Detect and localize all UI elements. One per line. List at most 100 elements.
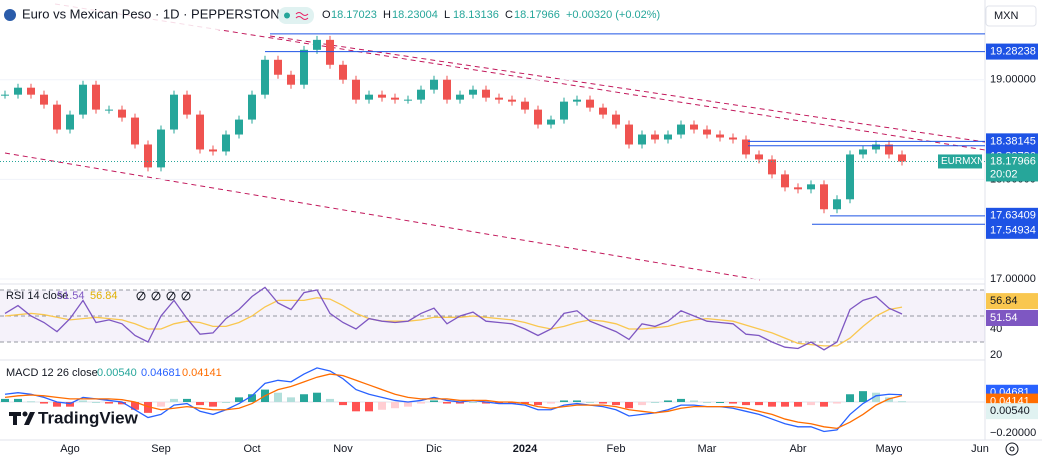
histogram-bar [456,402,464,404]
candle [742,139,750,155]
candle [118,109,126,118]
histogram-bar [170,398,178,403]
candle [40,94,48,105]
histogram-bar [300,394,308,403]
candle [482,89,490,98]
histogram-bar [14,398,22,403]
candle [794,187,802,190]
price-tag-label: 17.54934 [990,225,1036,237]
macd-line [4,367,903,433]
settings-icon[interactable] [1005,442,1019,456]
histogram-bar [391,402,399,409]
value-tag-label: 0.00540 [990,405,1030,417]
watermark: TradingView [38,408,139,427]
histogram-bar [599,402,607,404]
price-tag [986,133,1038,150]
candle [768,159,776,175]
histogram-bar [53,402,61,407]
value-tag [986,293,1038,310]
x-tick-label: Sep [151,443,171,455]
histogram-bar [443,402,451,404]
candle [53,104,61,130]
macd-signal-value: 0.04141 [182,367,222,379]
candle [898,154,906,162]
candle [404,99,412,101]
candle [781,174,789,188]
price-tag-label: 18.38145 [990,135,1036,147]
histogram-bar [248,394,256,403]
candle [846,154,854,200]
candle [144,144,152,168]
candle [430,79,438,90]
histogram-bar [222,402,230,404]
candle [326,39,334,65]
candle [157,129,165,168]
histogram-bar [1,398,9,403]
last-price-tag [986,153,1038,182]
histogram-bar [105,402,113,404]
histogram-bar [352,402,360,412]
histogram-bar [495,402,503,404]
candle [105,109,113,111]
value-tag-label: 51.54 [990,312,1018,324]
candle [573,99,581,102]
rsi-line [4,286,903,351]
x-tick-label: Nov [333,443,353,455]
ohlc-value: 18.17966 [514,9,560,21]
histogram-bar [118,402,126,405]
status-pill[interactable] [278,7,314,24]
histogram-bar [768,402,776,407]
symbol-tag [938,154,982,169]
rsi-value: 51.54 [57,290,85,302]
candle [560,101,568,120]
ohlc-legend: O 18.17023 H 18.23004 L 18.13136 C 18.17966 +0.0… [322,9,660,21]
histogram-bar [742,402,750,406]
value-tag [986,403,1038,420]
price-tag [986,207,1038,224]
x-tick-label: Mar [698,443,717,455]
histogram-bar [794,402,802,407]
histogram-bar [586,402,594,404]
change: +0.00320 (+0.02%) [566,9,660,21]
histogram-bar [625,402,633,409]
candle [287,74,295,85]
histogram-bar [508,402,516,404]
histogram-bar [196,402,204,406]
candle [443,79,451,100]
candle [1,94,9,96]
histogram-bar [131,402,139,410]
ohlc-key: L [444,9,450,21]
y-tick-label: −0.20000 [990,427,1036,439]
histogram-bar [66,402,74,407]
candle [703,129,711,135]
last-price-label: 18.17966 [990,155,1036,167]
candle [820,184,828,210]
candle [417,89,425,100]
price-tag-label: 17.63409 [990,210,1036,222]
candle [209,149,217,152]
histogram-bar [287,397,295,403]
histogram-bar [612,402,620,406]
histogram-bar [469,402,477,404]
currency-button[interactable] [985,5,1037,27]
ohlc-key: C [505,9,513,21]
histogram-bar [144,402,152,413]
candle [651,134,659,140]
histogram-bar [326,398,334,403]
candle [313,39,321,50]
candle [469,89,477,95]
histogram-bar [729,402,737,404]
last-time-label: 20:02 [990,168,1018,180]
header-bg [0,0,680,30]
macd-value: 0.04681 [141,367,181,379]
candle [638,134,646,145]
candle [248,94,256,120]
histogram-bar [404,402,412,407]
histogram-bar [716,402,724,404]
rsi-ma-value: 56.84 [90,290,118,302]
status-icon [295,12,309,20]
candle [547,119,555,125]
candle [521,101,529,110]
histogram-bar [703,402,711,404]
x-tick-label: Mayo [876,443,903,455]
